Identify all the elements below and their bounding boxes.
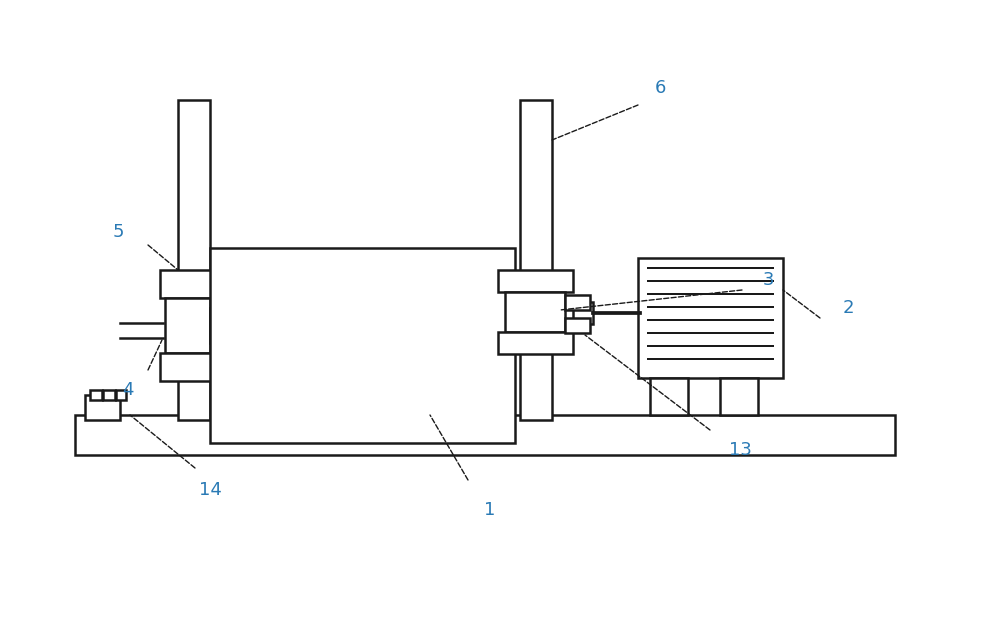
Text: 2: 2 (842, 299, 853, 317)
Text: 14: 14 (199, 481, 222, 499)
Bar (75, 415, 895, 455)
Bar (520, 100, 552, 420)
Bar (210, 308, 228, 343)
Bar (178, 100, 210, 420)
Text: 5: 5 (112, 223, 124, 241)
Bar (85, 395, 120, 420)
Bar (103, 390, 115, 400)
Bar (160, 353, 215, 381)
Bar (116, 390, 126, 400)
Bar (505, 292, 565, 332)
Text: 1: 1 (484, 501, 496, 519)
Bar (165, 298, 210, 353)
Text: 3: 3 (762, 271, 773, 289)
Bar (650, 378, 688, 415)
Text: 6: 6 (655, 79, 666, 97)
Bar (210, 248, 515, 443)
Bar (565, 318, 590, 333)
Text: 13: 13 (729, 441, 751, 459)
Text: 4: 4 (122, 381, 134, 399)
Bar (90, 390, 102, 400)
Bar (498, 270, 573, 292)
Bar (573, 302, 593, 324)
Bar (638, 258, 783, 378)
Bar (565, 295, 590, 310)
Bar (160, 270, 215, 298)
Bar (498, 332, 573, 354)
Bar (720, 378, 758, 415)
